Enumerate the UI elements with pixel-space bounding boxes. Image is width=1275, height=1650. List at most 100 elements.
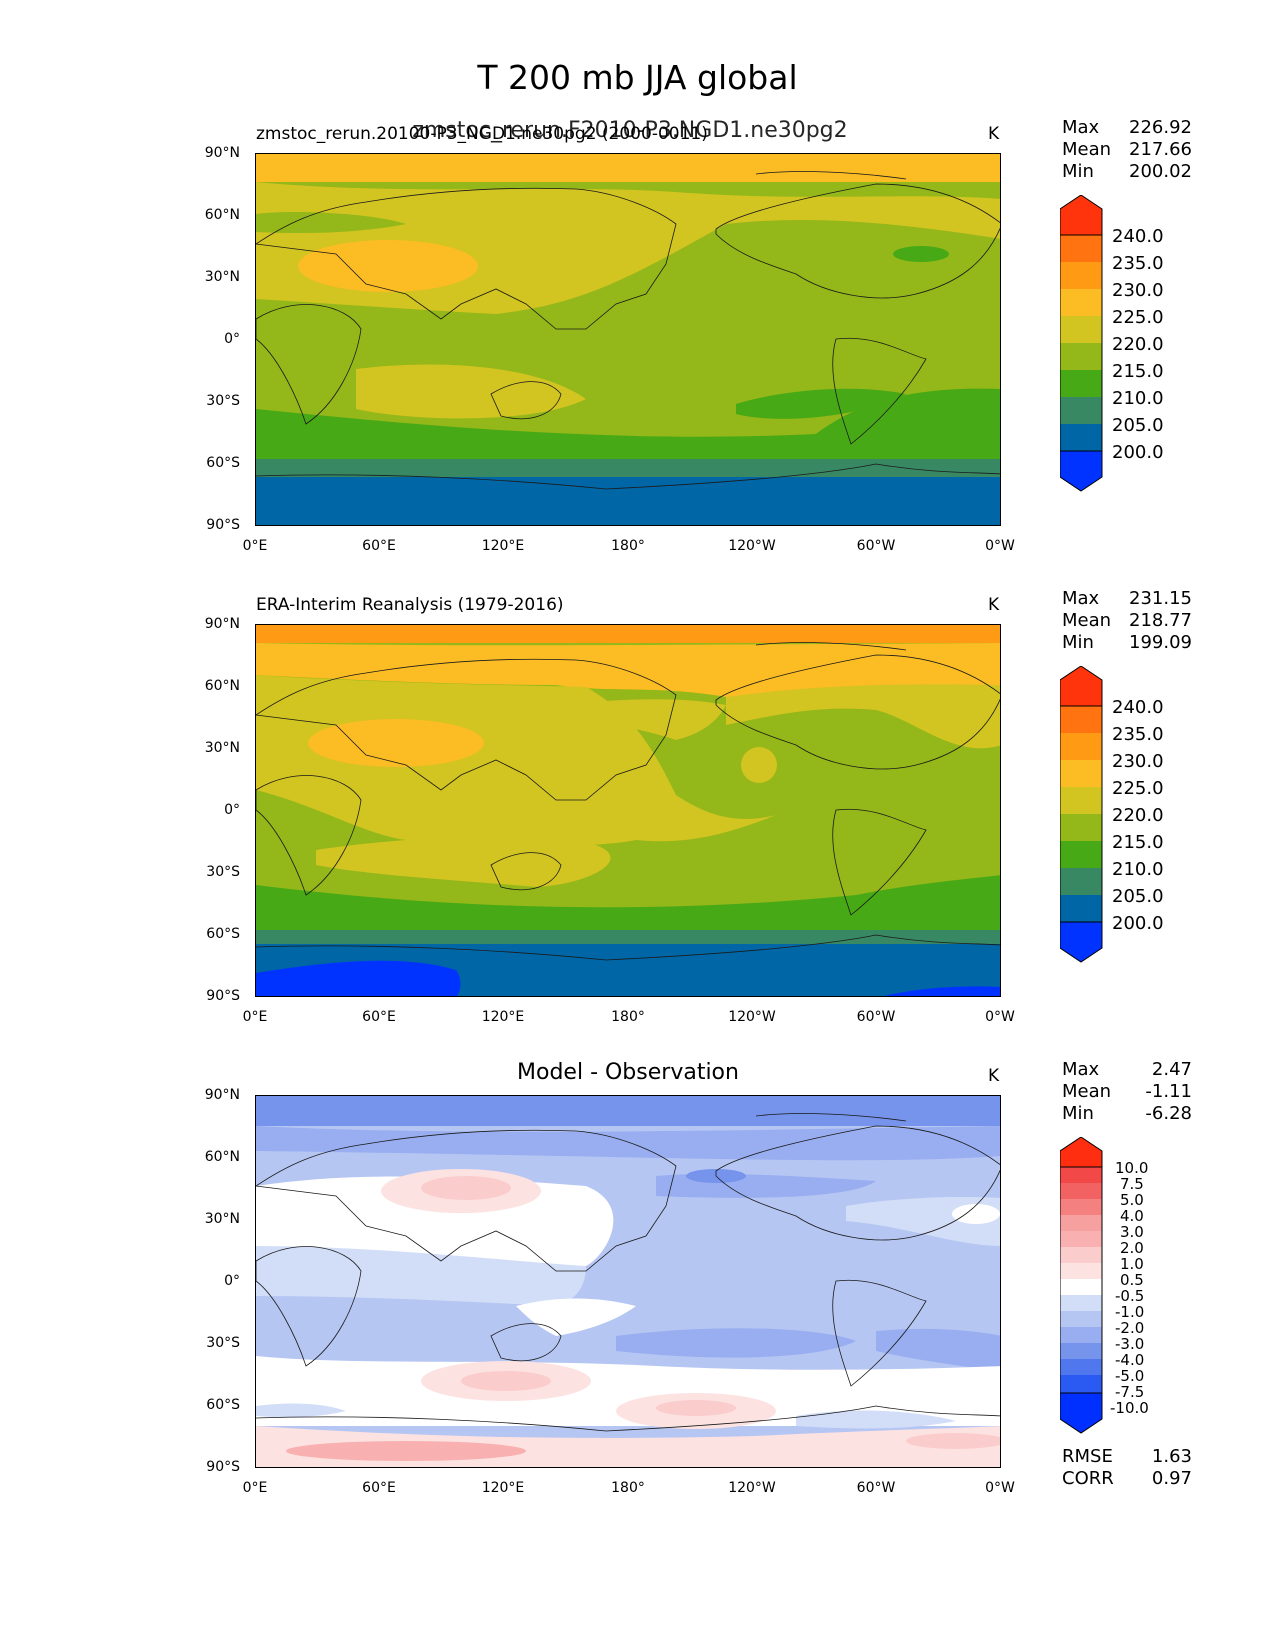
- panel-1-colorbar-label: 220.0: [1112, 334, 1164, 355]
- panel-1-ytick: 60°N: [204, 207, 240, 223]
- panel-2-colorbar-label: 215.0: [1112, 832, 1164, 853]
- panel-2-ytick: 30°N: [204, 740, 240, 756]
- panel-3-colorbar-label: 1.0: [1120, 1255, 1144, 1273]
- panel-1-xtick: 60°W: [856, 538, 896, 554]
- panel-1-xtick: 120°W: [728, 538, 776, 554]
- panel-1-map-svg: [256, 154, 1000, 525]
- fill-200-205: [256, 477, 1000, 525]
- panel-2-xtick: 120°E: [481, 1009, 525, 1025]
- panel-2-colorbar: [1060, 666, 1103, 963]
- coast-antarctica: [256, 463, 1000, 490]
- panel-1-colorbar-label: 210.0: [1112, 388, 1164, 409]
- panel-3-xtick: 60°W: [856, 1480, 896, 1496]
- panel-1-ytick: 90°S: [206, 517, 240, 533]
- panel-1-xtick: 0°E: [242, 538, 268, 554]
- panel-1-ytick: 60°S: [206, 455, 240, 471]
- panel-3-xtick: 60°E: [362, 1480, 396, 1496]
- panel-1-colorbar-label: 230.0: [1112, 280, 1164, 301]
- panel-3-colorbar-label: 5.0: [1120, 1191, 1144, 1209]
- panel-3-ytick: 90°S: [206, 1459, 240, 1475]
- panel-2-ytick: 0°: [224, 802, 240, 818]
- panel-1-map: [255, 153, 1001, 526]
- fill-220-225-south: [356, 364, 586, 419]
- panel-3-stats: Max 2.47 Mean -1.11 Min -6.28: [1062, 1059, 1192, 1124]
- fill-225-230: [256, 154, 1000, 182]
- figure-title: T 200 mb JJA global: [477, 58, 798, 97]
- panel-2-colorbar-label: 210.0: [1112, 859, 1164, 880]
- panel-2-xtick: 0°W: [985, 1009, 1015, 1025]
- coast-arctic: [755, 171, 907, 180]
- panel-1-subtitle-center: zmstoc_rerun.F2010-P3.NGD1.ne30pg2: [412, 118, 848, 143]
- panel-3-subtitle-center: Model - Observation: [517, 1060, 739, 1085]
- panel-1-ytick: 30°S: [206, 393, 240, 409]
- panel-1-ytick: 90°N: [204, 145, 240, 161]
- panel-2-colorbar-label: 200.0: [1112, 913, 1164, 934]
- panel-3-ytick: 60°S: [206, 1397, 240, 1413]
- panel-2-xtick: 60°W: [856, 1009, 896, 1025]
- coast-eurasia: [256, 187, 677, 330]
- panel-2-map-svg: [256, 625, 1000, 996]
- panel-3-xtick: 180°: [611, 1480, 645, 1496]
- panel-3-ytick: 30°N: [204, 1211, 240, 1227]
- panel-3-ytick: 60°N: [204, 1149, 240, 1165]
- coast-north-america: [715, 183, 1000, 299]
- panel-2-colorbar-label: 235.0: [1112, 724, 1164, 745]
- panel-3-colorbar-label: 7.5: [1120, 1175, 1144, 1193]
- panel-2-ytick: 30°S: [206, 864, 240, 880]
- panel-3-ytick: 30°S: [206, 1335, 240, 1351]
- panel-1-subtitle-left: zmstoc_rerun.20100-P3_NGD1.ne30pg2 (2000…: [256, 124, 708, 144]
- panel-3-units: K: [988, 1066, 1000, 1086]
- panel-3-colorbar-label: -0.5: [1115, 1287, 1145, 1305]
- panel-1-colorbar-label: 205.0: [1112, 415, 1164, 436]
- panel-2-stats: Max 231.15 Mean 218.77 Min 199.09: [1062, 588, 1192, 653]
- fill-225-230-asia: [298, 240, 478, 292]
- panel-3-colorbar-label: -3.0: [1115, 1335, 1145, 1353]
- panel-2-colorbar-label: 220.0: [1112, 805, 1164, 826]
- panel-2-map: [255, 624, 1001, 997]
- panel-2-xtick: 0°E: [242, 1009, 268, 1025]
- panel-3-colorbar: [1060, 1137, 1103, 1434]
- panel-1-colorbar-label: 240.0: [1112, 226, 1164, 247]
- panel-2-colorbar-label: 205.0: [1112, 886, 1164, 907]
- panel-2-ytick: 90°N: [204, 616, 240, 632]
- coast-south-america: [832, 337, 927, 445]
- panel-2-xtick: 120°W: [728, 1009, 776, 1025]
- panel-1-colorbar-label: 235.0: [1112, 253, 1164, 274]
- panel-1-ytick: 0°: [224, 331, 240, 347]
- panel-2-xtick: 180°: [611, 1009, 645, 1025]
- panel-1-colorbar-label: 215.0: [1112, 361, 1164, 382]
- panel-3-colorbar-label: -4.0: [1115, 1351, 1145, 1369]
- panel-2-ytick: 60°N: [204, 678, 240, 694]
- panel-3-colorbar-label: -7.5: [1115, 1383, 1145, 1401]
- panel-3-colorbar-label: 3.0: [1120, 1223, 1144, 1241]
- fill-205-210: [256, 459, 1000, 477]
- panel-2-colorbar-label: 230.0: [1112, 751, 1164, 772]
- panel-3-colorbar-label: 2.0: [1120, 1239, 1144, 1257]
- panel-1-colorbar: [1060, 195, 1103, 492]
- panel-1-colorbar-label: 225.0: [1112, 307, 1164, 328]
- panel-1-xtick: 60°E: [362, 538, 396, 554]
- panel-3-colorbar-label: -10.0: [1110, 1399, 1149, 1417]
- panel-1-xtick: 0°W: [985, 538, 1015, 554]
- coast-africa: [256, 304, 362, 425]
- panel-1-units: K: [988, 124, 1000, 144]
- panel-3-colorbar-label: -5.0: [1115, 1367, 1145, 1385]
- panel-1-xtick: 180°: [611, 538, 645, 554]
- coast-australia: [490, 381, 562, 420]
- panel-3-xtick: 0°W: [985, 1480, 1015, 1496]
- panel-1-xtick: 120°E: [481, 538, 525, 554]
- panel-1-colorbar-label: 200.0: [1112, 442, 1164, 463]
- panel-3-map: [255, 1095, 1001, 1468]
- panel-3-colorbar-label: 4.0: [1120, 1207, 1144, 1225]
- panel-3-colorbar-label: 0.5: [1120, 1271, 1144, 1289]
- panel-3-xtick: 120°W: [728, 1480, 776, 1496]
- panel-3-ytick: 90°N: [204, 1087, 240, 1103]
- panel-1-ytick: 30°N: [204, 269, 240, 285]
- panel-2-units: K: [988, 595, 1000, 615]
- panel-2-xtick: 60°E: [362, 1009, 396, 1025]
- panel-3-colorbar-label: -2.0: [1115, 1319, 1145, 1337]
- panel-2-colorbar-label: 225.0: [1112, 778, 1164, 799]
- panel-3-metrics: RMSE 1.63 CORR 0.97: [1062, 1446, 1192, 1489]
- panel-3-ytick: 0°: [224, 1273, 240, 1289]
- coastlines: [256, 171, 1000, 490]
